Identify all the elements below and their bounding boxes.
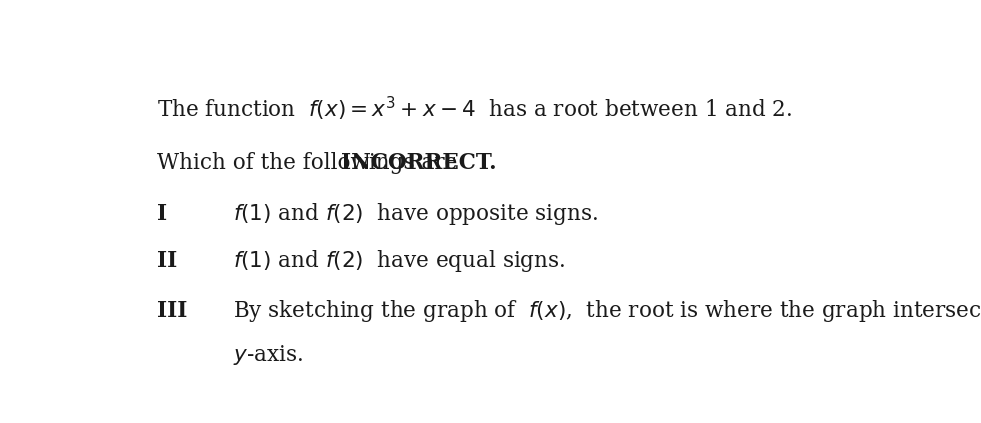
Text: I: I [157, 203, 167, 225]
Text: $f(1)$ and $f(2)$  have opposite signs.: $f(1)$ and $f(2)$ have opposite signs. [232, 201, 597, 227]
Text: Which of the followings are: Which of the followings are [157, 152, 464, 174]
Text: $y$-axis.: $y$-axis. [232, 343, 303, 367]
Text: The function  $f(x) = x^3 + x - 4$  has a root between 1 and 2.: The function $f(x) = x^3 + x - 4$ has a … [157, 95, 792, 124]
Text: INCORRECT.: INCORRECT. [340, 152, 496, 174]
Text: By sketching the graph of  $f(x)$,  the root is where the graph intersects the: By sketching the graph of $f(x)$, the ro… [232, 298, 981, 324]
Text: III: III [157, 300, 187, 322]
Text: $f(1)$ and $f(2)$  have equal signs.: $f(1)$ and $f(2)$ have equal signs. [232, 248, 565, 274]
Text: II: II [157, 250, 178, 272]
